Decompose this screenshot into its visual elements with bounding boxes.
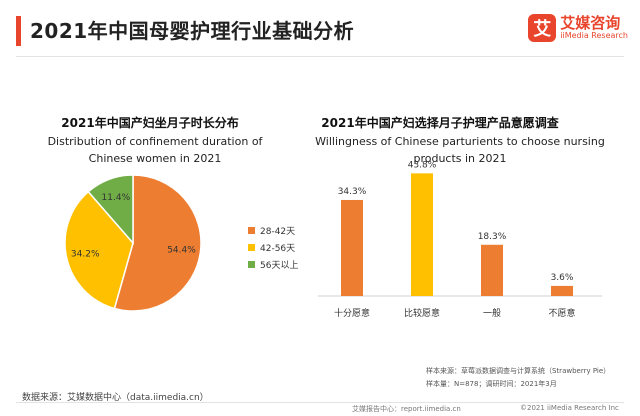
bar-data-label: 18.3% [478,232,507,242]
bar-category-label: 比较愿意 [404,307,440,319]
pie-slice [87,174,134,246]
bar-chart-title: 2021年中国产妇选择月子护理产品意愿调查 [321,116,559,130]
pie-slice [113,174,202,312]
bar-category-label: 一般 [483,307,501,319]
legend-item: 56天以上 [248,256,298,273]
pie-chart-subtitle: Distribution of confinement duration of … [47,135,263,165]
pie-legend: 28-42天 42-56天 56天以上 [248,222,298,273]
legend-item: 28-42天 [248,222,298,239]
pie-data-label: 34.2% [71,250,100,260]
legend-swatch-28-42 [248,227,255,234]
bar [411,173,433,296]
legend-item: 42-56天 [248,239,298,256]
data-source: 数据来源：艾媒数据中心（data.iimedia.cn） [22,393,209,403]
sample-size-note: 样本量：N=878；调研时间：2021年3月 [426,380,557,388]
bar-data-label: 43.8% [408,160,437,170]
pie-chart-title: 2021年中国产妇坐月子时长分布 [61,116,239,130]
legend-label: 56天以上 [260,261,299,271]
bar [481,244,503,296]
bar [551,285,573,296]
legend-swatch-56-plus [248,261,255,268]
bar-category-label: 十分愿意 [334,307,370,319]
legend-label: 42-56天 [260,244,296,254]
brand-name-cn: 艾媒咨询 [560,14,621,32]
iimedia-logo-icon: 艾 [528,14,557,42]
brand-name-en: iiMedia Research [560,31,628,40]
bar [341,199,363,296]
legend-swatch-42-56 [248,244,255,251]
report-center-link[interactable]: 艾媒报告中心：report.iimedia.cn [352,405,461,413]
title-accent-bar [16,16,21,46]
pie-data-label: 11.4% [102,193,131,203]
pie-slice [64,190,134,310]
page-title: 2021年中国母婴护理行业基础分析 [30,19,355,43]
copyright: ©2021 iiMedia Research Inc [520,404,619,412]
header-divider [16,56,624,57]
bar-data-label: 3.6% [551,273,574,283]
bar-chart-subtitle: Willingness of Chinese parturients to ch… [315,135,605,165]
brand-logo-group: 艾 艾媒咨询 iiMedia Research [528,14,628,42]
legend-label: 28-42天 [260,227,296,237]
footer-divider [16,402,624,403]
bar-category-label: 不愿意 [548,307,575,319]
sample-source-note: 样本来源：草莓派数据调查与计算系统（Strawberry Pie） [426,367,611,375]
pie-data-label: 54.4% [167,246,196,256]
bar-data-label: 34.3% [338,187,367,197]
